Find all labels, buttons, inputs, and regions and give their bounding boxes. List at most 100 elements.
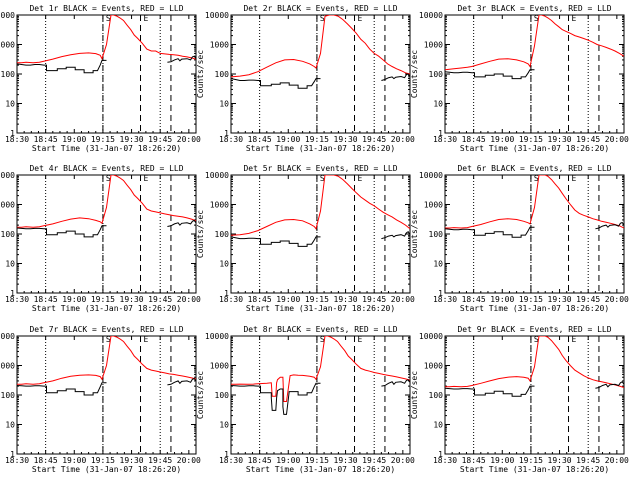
y-tick-label: 100 bbox=[429, 230, 444, 239]
x-tick-label: 19:15 bbox=[519, 295, 543, 304]
x-tick-label: 19:15 bbox=[519, 456, 543, 465]
x-tick-label: 18:45 bbox=[248, 295, 272, 304]
panel-title: Det 8r BLACK = Events, RED = LLD bbox=[243, 325, 397, 334]
x-tick-label: 19:15 bbox=[305, 295, 329, 304]
marker-S: S bbox=[320, 335, 325, 344]
series-events-black bbox=[17, 59, 107, 74]
series-events-black bbox=[17, 225, 107, 238]
x-tick-label: 19:30 bbox=[120, 456, 144, 465]
x-axis-label: Start Time (31-Jan-07 18:26:20) bbox=[32, 304, 181, 313]
y-tick-label: 10 bbox=[219, 100, 229, 109]
x-axis-label: Start Time (31-Jan-07 18:26:20) bbox=[460, 465, 609, 474]
x-tick-label: 18:30 bbox=[219, 456, 243, 465]
x-tick-label: 20:00 bbox=[177, 295, 201, 304]
panel-det-8: Det 8r BLACK = Events, RED = LLD 1 10 100 10… bbox=[196, 325, 415, 474]
series-lld-red bbox=[17, 175, 196, 228]
x-axis-label: Start Time (31-Jan-07 18:26:20) bbox=[246, 304, 395, 313]
x-tick-label: 18:30 bbox=[433, 456, 457, 465]
series-events-black bbox=[595, 381, 624, 389]
series-lld-red bbox=[231, 15, 410, 78]
x-tick-label: 19:00 bbox=[62, 456, 86, 465]
y-tick-label: 1 bbox=[438, 129, 443, 138]
marker-E: E bbox=[572, 335, 577, 344]
x-tick-label: 19:00 bbox=[490, 135, 514, 144]
x-tick-label: 19:00 bbox=[276, 295, 300, 304]
panel-title: Det 9r BLACK = Events, RED = LLD bbox=[457, 325, 611, 334]
x-axis-label: Start Time (31-Jan-07 18:26:20) bbox=[32, 144, 181, 153]
plot-frame bbox=[444, 174, 625, 294]
x-tick-label: 19:00 bbox=[276, 135, 300, 144]
x-tick-label: 19:30 bbox=[548, 295, 572, 304]
y-tick-label: 1 bbox=[224, 129, 229, 138]
series-lld-red bbox=[445, 336, 624, 388]
y-tick-label: 100 bbox=[1, 70, 16, 79]
y-tick-label: 1000 bbox=[210, 201, 229, 210]
x-tick-label: 18:30 bbox=[433, 295, 457, 304]
plot-frame bbox=[444, 14, 625, 134]
marker-S: S bbox=[534, 174, 539, 183]
plot-frame bbox=[444, 335, 625, 455]
x-tick-label: 18:30 bbox=[5, 456, 29, 465]
x-tick-label: 19:00 bbox=[62, 295, 86, 304]
y-tick-label: 10000 bbox=[419, 171, 443, 180]
series-events-black bbox=[167, 377, 196, 386]
x-tick-label: 19:45 bbox=[362, 295, 386, 304]
y-tick-label: 1 bbox=[10, 129, 15, 138]
x-tick-label: 19:15 bbox=[519, 135, 543, 144]
x-tick-label: 18:45 bbox=[248, 456, 272, 465]
marker-S: S bbox=[534, 14, 539, 23]
panel-title: Det 5r BLACK = Events, RED = LLD bbox=[243, 164, 397, 173]
series-lld-red bbox=[17, 15, 196, 64]
y-tick-label: 1000 bbox=[424, 41, 443, 50]
y-tick-label: 1 bbox=[438, 289, 443, 298]
series-events-black bbox=[17, 382, 107, 396]
x-tick-label: 19:30 bbox=[120, 135, 144, 144]
x-tick-label: 18:45 bbox=[248, 135, 272, 144]
panel-det-7: Det 7r BLACK = Events, RED = LLD 1 10 100 10… bbox=[0, 325, 201, 474]
series-lld-red bbox=[231, 336, 410, 402]
panel-title: Det 2r BLACK = Events, RED = LLD bbox=[243, 4, 397, 13]
panel-title: Det 6r BLACK = Events, RED = LLD bbox=[457, 164, 611, 173]
x-tick-label: 20:00 bbox=[605, 295, 629, 304]
y-tick-label: 10 bbox=[433, 260, 443, 269]
y-tick-label: 1 bbox=[224, 289, 229, 298]
series-lld-red bbox=[445, 175, 624, 229]
x-tick-label: 19:45 bbox=[148, 456, 172, 465]
plot-frame bbox=[230, 335, 411, 455]
y-tick-label: 100 bbox=[429, 391, 444, 400]
plot-frame bbox=[16, 335, 197, 455]
y-tick-label: 1000 bbox=[210, 362, 229, 371]
x-tick-label: 20:00 bbox=[177, 456, 201, 465]
y-axis-label: Counts/sec bbox=[196, 371, 205, 419]
marker-E: E bbox=[144, 14, 149, 23]
x-tick-label: 19:00 bbox=[490, 295, 514, 304]
x-axis-label: Start Time (31-Jan-07 18:26:20) bbox=[460, 144, 609, 153]
x-tick-label: 18:45 bbox=[462, 135, 486, 144]
series-events-black bbox=[167, 219, 196, 227]
y-tick-label: 100 bbox=[1, 391, 16, 400]
x-tick-label: 19:45 bbox=[576, 295, 600, 304]
x-tick-label: 20:00 bbox=[605, 456, 629, 465]
y-tick-label: 100 bbox=[1, 230, 16, 239]
x-tick-label: 19:15 bbox=[91, 295, 115, 304]
series-lld-red bbox=[445, 15, 624, 71]
series-events-black bbox=[231, 382, 321, 415]
x-tick-label: 20:00 bbox=[391, 456, 415, 465]
y-axis-label: Counts/sec bbox=[410, 50, 419, 98]
y-axis-label: Counts/sec bbox=[196, 50, 205, 98]
y-tick-label: 10 bbox=[219, 421, 229, 430]
x-tick-label: 18:45 bbox=[462, 295, 486, 304]
x-axis-label: Start Time (31-Jan-07 18:26:20) bbox=[246, 465, 395, 474]
x-tick-label: 18:45 bbox=[34, 135, 58, 144]
x-axis-label: Start Time (31-Jan-07 18:26:20) bbox=[246, 144, 395, 153]
series-lld-red bbox=[231, 175, 410, 236]
x-tick-label: 19:30 bbox=[120, 295, 144, 304]
x-tick-label: 20:00 bbox=[177, 135, 201, 144]
marker-S: S bbox=[534, 335, 539, 344]
plot-frame bbox=[230, 14, 411, 134]
y-tick-label: 100 bbox=[429, 70, 444, 79]
x-tick-label: 18:45 bbox=[34, 456, 58, 465]
x-tick-label: 19:15 bbox=[305, 456, 329, 465]
x-tick-label: 19:30 bbox=[548, 456, 572, 465]
